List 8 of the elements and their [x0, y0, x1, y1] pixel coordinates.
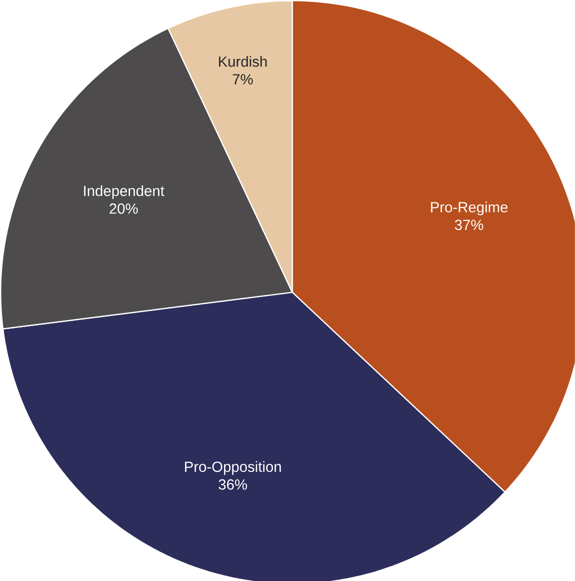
slice-label: Kurdish — [219, 56, 267, 67]
slice-label: Pro-Regime — [431, 202, 508, 216]
data-label: 7% — [232, 74, 253, 84]
slice-label: Independent — [84, 185, 164, 200]
data-label: 20% — [110, 203, 138, 214]
data-label: 36% — [218, 479, 248, 490]
slice-label: Pro-Opposition — [185, 461, 281, 475]
data-label: 37% — [454, 220, 484, 230]
